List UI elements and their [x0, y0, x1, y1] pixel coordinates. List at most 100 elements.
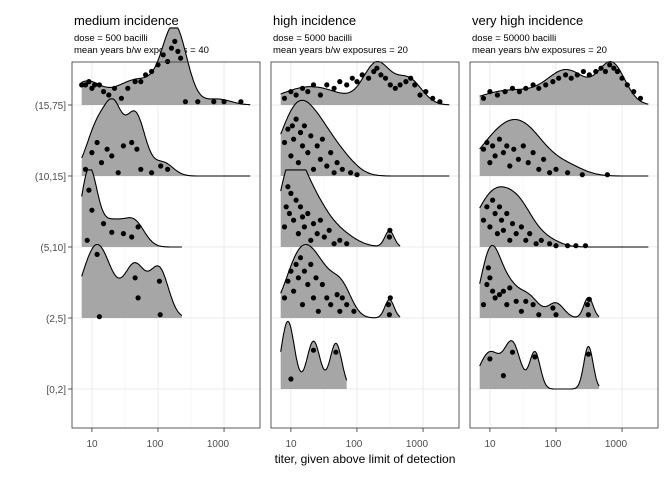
data-point — [285, 126, 291, 132]
data-point — [523, 298, 529, 304]
data-point — [593, 68, 599, 75]
data-point — [331, 170, 337, 176]
panel-title: medium incidence — [74, 13, 179, 28]
data-point — [281, 224, 288, 230]
data-point — [337, 308, 343, 314]
ridge-[0,2] — [479, 340, 600, 390]
data-point — [149, 68, 155, 75]
data-point — [573, 243, 579, 249]
ridge-(10,15] — [479, 118, 649, 178]
data-point — [326, 227, 332, 233]
ridge-(5,10] — [479, 186, 649, 249]
ridge-area — [280, 61, 450, 105]
data-point — [125, 85, 131, 91]
data-point — [308, 237, 314, 243]
data-point — [515, 156, 522, 162]
data-point — [285, 184, 291, 190]
data-point — [480, 302, 487, 308]
data-point — [281, 139, 288, 146]
data-point — [172, 38, 178, 45]
x-tick-label: 1000 — [605, 439, 628, 450]
ridge-(15,75] — [79, 27, 251, 106]
ridge-outline — [479, 340, 600, 390]
data-point — [305, 210, 311, 217]
data-point — [310, 166, 317, 172]
data-point — [520, 143, 526, 149]
data-point — [297, 204, 304, 210]
data-point — [527, 231, 533, 237]
data-point — [288, 268, 294, 274]
data-point — [403, 79, 409, 85]
data-point — [490, 143, 496, 149]
data-point — [288, 376, 294, 382]
ridge-outline — [280, 169, 401, 247]
y-tick-label: [0,2] — [47, 385, 67, 396]
data-point — [98, 160, 105, 166]
data-point — [168, 45, 175, 51]
ridge-(2,5] — [280, 243, 401, 319]
data-point — [582, 243, 589, 249]
data-point — [484, 281, 490, 288]
data-point — [314, 143, 320, 149]
panel-title: very high incidence — [472, 13, 583, 28]
data-point — [339, 166, 345, 172]
panel-subtitle-exposure: mean years b/w exposures = 20 — [472, 45, 607, 56]
data-point — [291, 136, 297, 142]
data-point — [604, 172, 611, 178]
ridge-outline — [479, 244, 600, 318]
data-point — [118, 95, 124, 101]
data-point — [518, 224, 525, 230]
data-point — [550, 305, 556, 311]
data-point — [374, 65, 380, 71]
x-tick-label: 1000 — [207, 439, 230, 450]
y-tick-label: (10,15] — [35, 172, 66, 183]
data-point — [437, 99, 443, 105]
data-point — [387, 295, 393, 301]
data-point — [507, 285, 513, 291]
data-point — [480, 95, 487, 101]
data-point — [492, 153, 498, 159]
data-point — [354, 172, 360, 178]
data-point — [607, 62, 613, 68]
x-tick-label: 10 — [86, 439, 98, 450]
ridge-area — [280, 100, 450, 176]
y-tick-label: (15,75] — [35, 101, 66, 112]
ridge-outline — [81, 169, 182, 248]
data-point — [301, 123, 307, 129]
data-point — [301, 268, 307, 274]
data-point — [523, 85, 529, 91]
data-point — [484, 139, 490, 146]
data-point — [295, 275, 301, 281]
panel-subtitle-exposure: mean years b/w exposures = 40 — [74, 45, 209, 56]
ridge-(10,15] — [81, 98, 251, 177]
data-point — [286, 210, 292, 217]
data-point — [96, 82, 102, 88]
ridge-outline — [81, 243, 183, 316]
x-axis-panel-1: 10 100 1000 — [285, 439, 428, 450]
data-point — [586, 72, 592, 78]
ridge-area — [479, 119, 649, 176]
ridge-(15,75] — [280, 60, 450, 106]
data-point — [289, 123, 295, 129]
x-tick-label: 10 — [285, 439, 297, 450]
data-point — [310, 295, 317, 301]
data-point — [211, 99, 217, 105]
ridge-(2,5] — [81, 243, 183, 320]
data-point — [132, 275, 138, 281]
panel-border — [469, 61, 659, 429]
data-point — [500, 288, 506, 294]
data-point — [525, 160, 531, 166]
data-point — [490, 288, 496, 294]
data-point — [297, 255, 304, 261]
data-point — [344, 302, 350, 308]
data-point — [530, 302, 536, 308]
data-point — [366, 75, 372, 81]
data-point — [518, 308, 525, 314]
ridge-area — [479, 186, 649, 247]
data-point — [109, 153, 115, 159]
x-tick-label: 100 — [545, 439, 562, 450]
data-point — [423, 89, 429, 95]
data-point — [496, 136, 503, 142]
data-point — [89, 150, 95, 156]
